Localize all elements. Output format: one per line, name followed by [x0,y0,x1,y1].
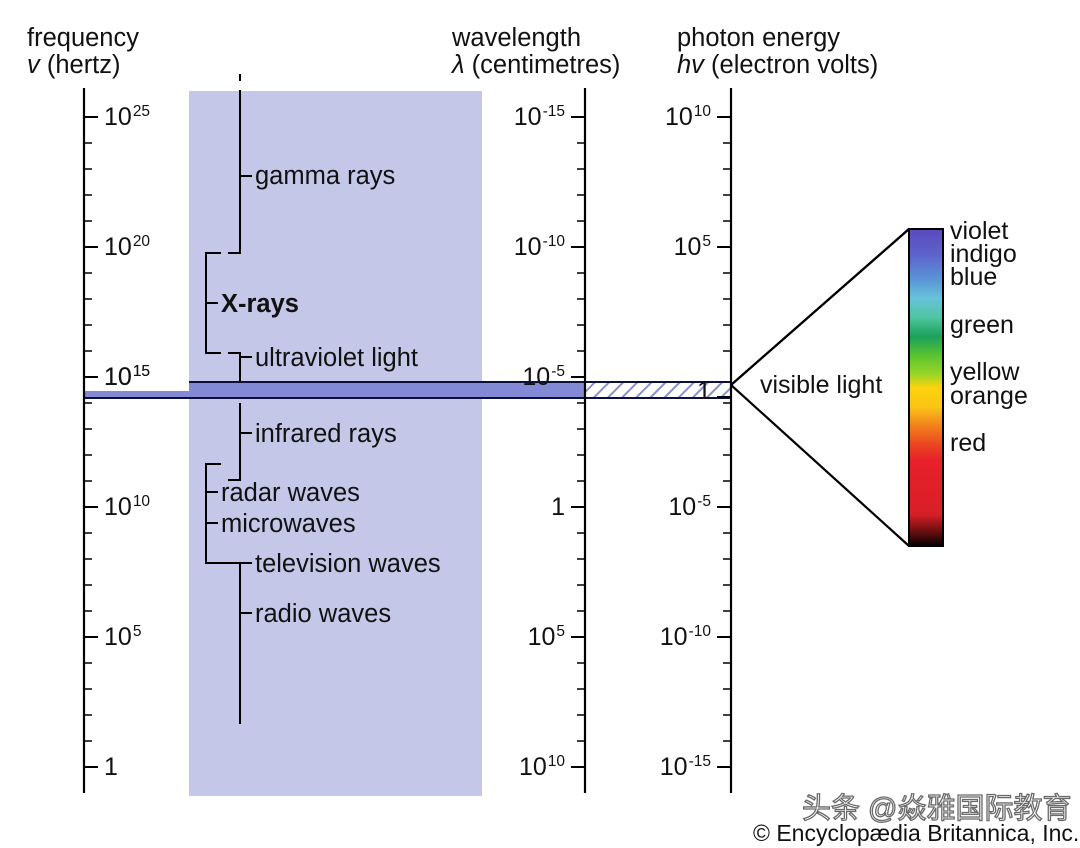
svg-text:10-5: 10-5 [668,493,711,521]
svg-text:10-10: 10-10 [660,623,712,651]
svg-text:1: 1 [697,377,711,405]
svg-text:hv (electron volts): hv (electron volts) [677,51,878,79]
svg-text:radio waves: radio waves [255,600,391,628]
svg-text:television waves: television waves [255,550,441,578]
svg-text:1: 1 [551,493,565,521]
svg-text:frequency: frequency [27,24,139,52]
svg-text:105: 105 [104,623,141,651]
svg-text:gamma rays: gamma rays [255,162,395,190]
svg-text:1025: 1025 [104,103,150,131]
svg-text:radar waves: radar waves [221,479,360,507]
svg-text:10-15: 10-15 [514,103,565,131]
svg-text:1010: 1010 [665,103,711,131]
svg-text:10-10: 10-10 [514,233,566,261]
svg-text:wavelength: wavelength [451,24,581,52]
svg-text:microwaves: microwaves [221,510,356,538]
svg-text:infrared rays: infrared rays [255,420,397,448]
svg-text:105: 105 [528,623,565,651]
svg-text:1010: 1010 [519,753,565,781]
svg-text:λ (centimetres): λ (centimetres) [450,51,620,79]
svg-text:ultraviolet light: ultraviolet light [255,344,418,372]
svg-text:1020: 1020 [104,233,150,261]
svg-text:105: 105 [674,233,711,261]
svg-text:blue: blue [950,263,997,291]
svg-text:10-15: 10-15 [660,753,711,781]
svg-text:visible light: visible light [760,371,882,399]
svg-text:X-rays: X-rays [221,290,299,318]
svg-text:© Encyclopædia Britannica, Inc: © Encyclopædia Britannica, Inc. [753,820,1079,846]
svg-text:1010: 1010 [104,493,150,521]
svg-text:green: green [950,311,1014,339]
svg-text:v (hertz): v (hertz) [27,51,121,79]
svg-text:photon energy: photon energy [677,24,840,52]
svg-text:red: red [950,429,986,457]
svg-text:1: 1 [104,753,118,781]
svg-text:orange: orange [950,382,1028,410]
